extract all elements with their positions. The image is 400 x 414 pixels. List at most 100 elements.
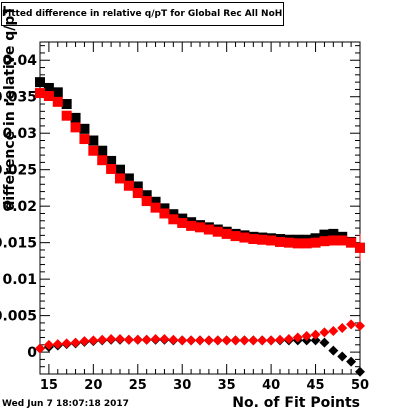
diamond-marker — [141, 334, 152, 345]
x-tick-label: 25 — [129, 378, 147, 393]
diamond-marker — [132, 334, 143, 345]
diamond-marker — [70, 337, 81, 348]
square-marker — [79, 134, 90, 145]
y-tick-label: 0.025 — [0, 163, 37, 179]
diamond-marker — [257, 335, 268, 346]
diamond-marker — [266, 335, 277, 346]
diamond-marker — [292, 332, 303, 343]
diamond-marker — [115, 333, 125, 344]
square-marker — [266, 235, 277, 246]
square-marker — [319, 229, 330, 240]
x-tick-label: 30 — [173, 378, 191, 393]
square-marker — [292, 238, 303, 249]
diamond-marker — [283, 333, 294, 344]
square-marker — [70, 122, 81, 133]
square-marker — [115, 164, 125, 175]
square-marker — [203, 224, 214, 235]
diamond-marker — [186, 335, 197, 346]
square-marker — [52, 87, 63, 98]
timestamp: Wed Jun 7 18:07:18 2017 — [2, 399, 129, 409]
square-marker — [61, 110, 72, 121]
square-marker — [97, 155, 108, 166]
square-marker — [275, 236, 285, 247]
square-marker — [159, 203, 170, 214]
x-tick-label: 15 — [40, 378, 58, 393]
square-marker — [141, 196, 152, 207]
x-tick-label: 45 — [307, 378, 325, 393]
square-marker — [328, 228, 339, 239]
square-marker — [310, 237, 321, 248]
square-marker — [319, 236, 330, 247]
diamond-marker — [248, 335, 259, 346]
square-marker — [106, 163, 117, 174]
square-marker — [35, 88, 45, 99]
diamond-marker — [203, 335, 214, 346]
x-tick-label: 20 — [84, 378, 102, 393]
diamond-marker — [43, 339, 54, 350]
y-tick-label: 0.01 — [2, 272, 37, 288]
diamond-marker — [177, 335, 188, 346]
square-marker — [346, 237, 357, 248]
diamond-marker — [88, 335, 99, 346]
square-marker — [212, 226, 223, 237]
y-tick-label: 0.03 — [2, 126, 37, 142]
x-axis-label: No. of Fit Points — [232, 395, 360, 411]
square-marker — [35, 77, 45, 88]
square-marker — [150, 196, 161, 207]
y-tick-label: 0.005 — [0, 309, 37, 325]
diamond-marker — [337, 351, 348, 362]
diamond-marker — [97, 334, 108, 345]
square-marker — [115, 173, 125, 184]
diamond-marker — [61, 338, 72, 349]
diamond-marker — [319, 337, 330, 348]
square-marker — [159, 208, 170, 219]
diamond-marker — [310, 335, 321, 346]
square-marker — [123, 180, 134, 191]
diamond-marker — [337, 323, 348, 334]
square-marker — [177, 217, 188, 228]
chart-title: Fitted difference in relative q/pT for G… — [1, 2, 284, 26]
diamond-marker — [221, 335, 232, 346]
square-marker — [106, 155, 117, 166]
diamond-marker — [35, 343, 45, 354]
square-marker — [186, 220, 197, 231]
square-marker — [257, 234, 268, 245]
square-marker — [221, 228, 232, 239]
square-marker — [168, 214, 179, 225]
diamond-marker — [79, 336, 90, 347]
x-tick-label: 40 — [262, 378, 280, 393]
diamond-marker — [301, 331, 312, 342]
square-marker — [97, 145, 108, 156]
square-marker — [248, 234, 259, 245]
diamond-marker — [355, 320, 365, 331]
y-tick-label: 0.035 — [0, 90, 37, 106]
square-marker — [43, 90, 54, 101]
y-axis-label: difference in relative q/pT — [2, 6, 18, 211]
y-tick-label: 0.04 — [2, 53, 37, 69]
square-marker — [337, 235, 348, 246]
x-tick-label: 50 — [351, 378, 369, 393]
square-marker — [61, 99, 72, 110]
square-marker — [150, 202, 161, 213]
diamond-marker — [168, 334, 179, 345]
x-tick-label: 35 — [218, 378, 236, 393]
y-tick-label: 0.02 — [2, 199, 37, 215]
diamond-marker — [310, 329, 321, 340]
diamond-marker — [319, 327, 330, 338]
square-marker — [230, 231, 241, 242]
square-marker — [88, 135, 99, 146]
square-marker — [52, 96, 63, 107]
square-marker — [283, 237, 294, 248]
diamond-marker — [212, 335, 223, 346]
diamond-marker — [328, 325, 339, 336]
square-marker — [132, 181, 143, 192]
square-marker — [79, 123, 90, 134]
diamond-marker — [355, 366, 365, 377]
diamond-marker — [159, 333, 170, 344]
y-tick-label: 0.015 — [0, 236, 37, 252]
diamond-marker — [239, 335, 250, 346]
diamond-marker — [150, 333, 161, 344]
diamond-marker — [123, 334, 134, 345]
diamond-marker — [275, 334, 285, 345]
